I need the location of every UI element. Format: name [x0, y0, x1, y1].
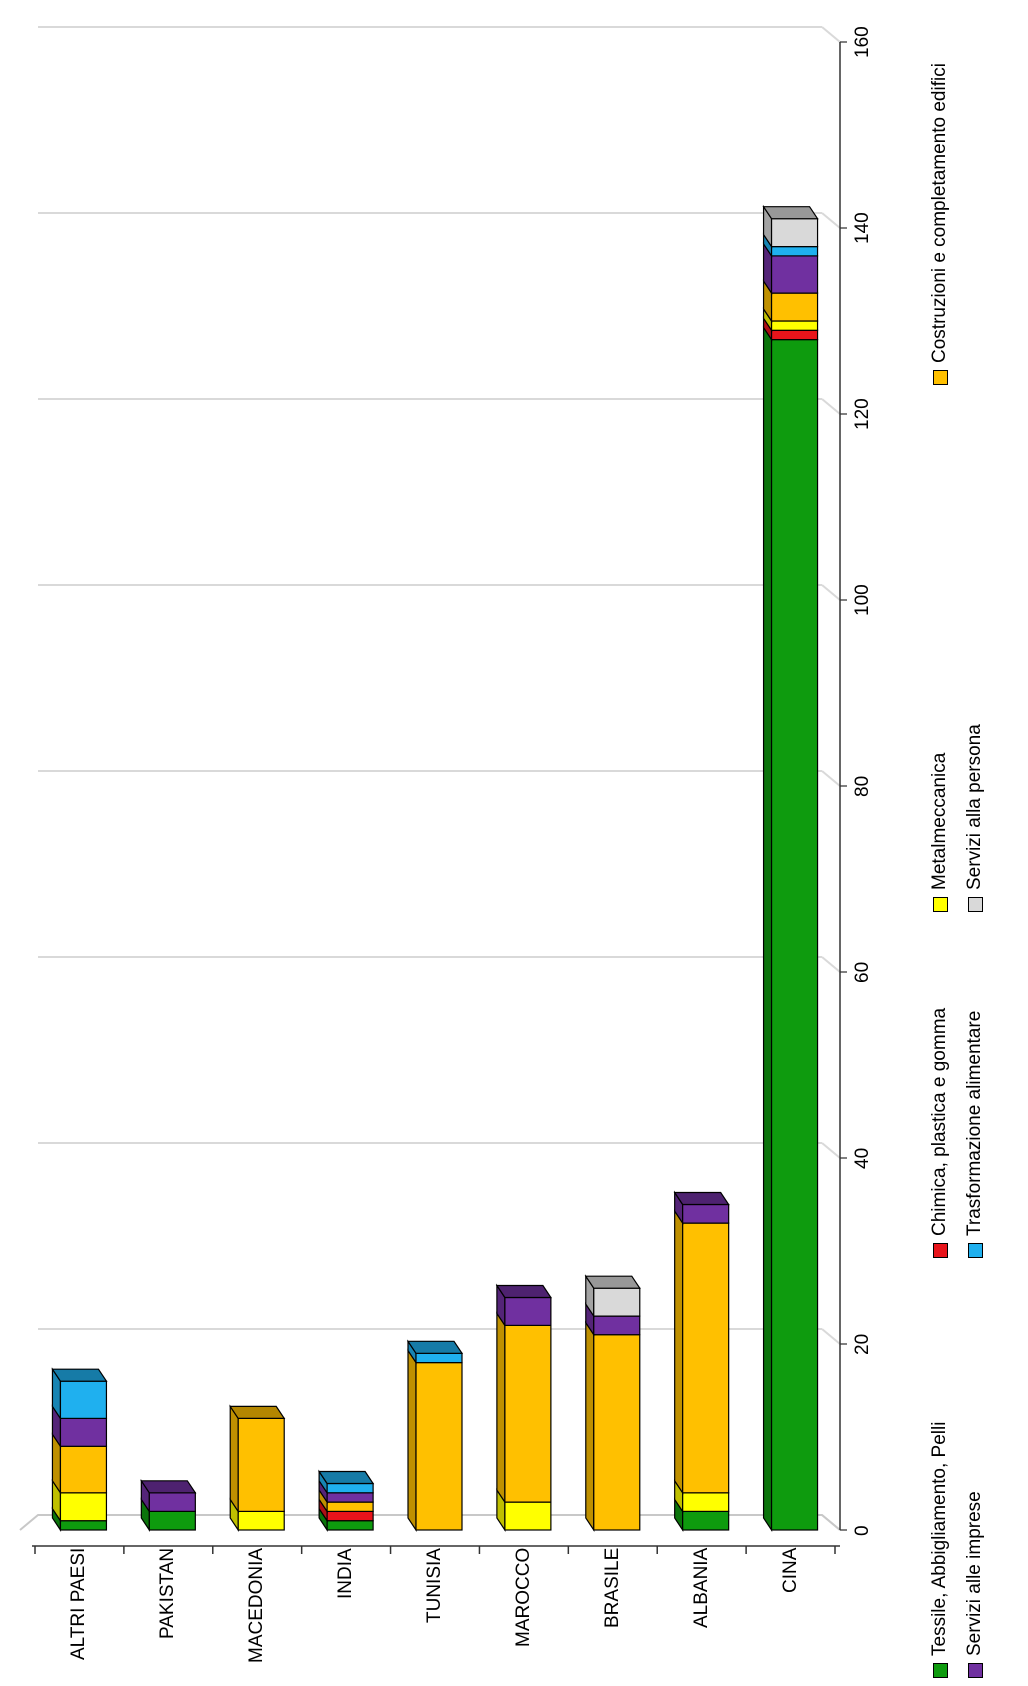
bar-segment — [504, 1296, 552, 1326]
bar-side — [585, 1320, 595, 1532]
bar-side — [762, 325, 773, 1532]
bar-segment — [770, 218, 819, 248]
bar-segment — [59, 1417, 108, 1447]
category-label: BRASILE — [601, 1547, 623, 1628]
gridline-depth — [821, 26, 841, 43]
gridline-depth — [821, 1328, 841, 1345]
bar-segment — [59, 1492, 108, 1522]
bar-segment — [59, 1445, 108, 1494]
bar-segment — [237, 1417, 285, 1513]
legend-swatch — [967, 1663, 983, 1678]
bar-segment — [326, 1520, 374, 1531]
gridline-depth — [821, 1142, 841, 1159]
legend-swatch — [932, 1243, 948, 1258]
bar-segment — [326, 1482, 374, 1494]
bar-top — [495, 1284, 553, 1299]
legend-swatch — [932, 370, 948, 385]
legend-item: Chimica, plastica e gomma — [929, 1008, 951, 1258]
legend-item: Costruzioni e completamento edifici — [929, 63, 951, 385]
bar-segment — [504, 1324, 552, 1503]
category-label: ALTRI PAESI — [68, 1547, 90, 1660]
bar-segment — [326, 1501, 374, 1512]
legend-swatch — [932, 1663, 948, 1678]
gridline-depth — [821, 212, 841, 229]
category-label: TUNISIA — [424, 1548, 445, 1623]
bar-segment — [415, 1361, 463, 1531]
bar-segment — [593, 1287, 641, 1317]
category-label: CINA — [779, 1547, 801, 1593]
legend-item: Servizi alle imprese — [964, 1491, 986, 1678]
gridline-depth — [821, 398, 841, 415]
tick-label: 120 — [852, 398, 873, 430]
tick-label: 20 — [852, 1333, 873, 1355]
bar-side — [229, 1404, 239, 1514]
tick-label: 0 — [852, 1524, 873, 1536]
category-label: INDIA — [335, 1548, 357, 1599]
legend-label: Servizi alla persona — [964, 724, 985, 890]
bar-segment — [504, 1501, 552, 1531]
bar-segment — [59, 1380, 108, 1419]
gridline-depth — [821, 584, 841, 601]
legend-item: Servizi alla persona — [964, 724, 986, 912]
bar-side — [407, 1348, 417, 1532]
legend-swatch — [967, 1243, 983, 1258]
bar-top — [762, 206, 819, 220]
legend-item: Metalmeccanica — [929, 753, 951, 912]
bar-segment — [326, 1510, 374, 1522]
tick-label: 140 — [852, 212, 873, 244]
bar-segment — [148, 1492, 196, 1513]
category-label: PAKISTAN — [157, 1547, 179, 1639]
category-label: ALBANIA — [690, 1547, 712, 1628]
legend-item: Trasformazione alimentare — [964, 1011, 986, 1258]
tick-label: 100 — [852, 584, 873, 616]
bar-top — [673, 1191, 730, 1206]
legend-label: Metalmeccanica — [929, 752, 950, 890]
bar-segment — [770, 255, 819, 294]
bar-top — [317, 1470, 375, 1485]
legend-label: Tessile, Abbigliamento, Pelli — [929, 1421, 950, 1656]
legend-swatch — [932, 897, 948, 912]
bar-top — [229, 1405, 286, 1420]
bar-top — [51, 1368, 108, 1382]
bar-top — [140, 1480, 197, 1494]
gridline-depth — [821, 770, 841, 787]
tick-label: 80 — [852, 775, 873, 797]
bar-segment — [415, 1352, 463, 1364]
category-label: MACEDONIA — [246, 1547, 268, 1663]
tick-label: 160 — [852, 26, 873, 58]
bar-segment — [682, 1203, 730, 1224]
bar-segment — [770, 320, 819, 331]
legend-label: Trasformazione alimentare — [964, 1010, 985, 1236]
bar-segment — [148, 1510, 196, 1531]
tick-label: 60 — [852, 961, 873, 983]
bar-side — [674, 1209, 684, 1495]
legend-label: Chimica, plastica e gomma — [929, 1007, 950, 1236]
legend-item: Tessile, Abbigliamento, Pelli — [929, 1422, 951, 1678]
bar-segment — [682, 1222, 730, 1494]
bar-side — [496, 1311, 506, 1505]
bar-segment — [770, 292, 819, 322]
bar-segment — [593, 1334, 641, 1531]
bar-segment — [593, 1315, 641, 1336]
bar-segment — [770, 339, 819, 1531]
bar-top — [584, 1275, 641, 1289]
legend-swatch — [967, 897, 983, 912]
bar-segment — [59, 1520, 108, 1531]
tick-label: 40 — [852, 1147, 873, 1169]
bar-segment — [326, 1492, 374, 1503]
legend-label: Servizi alle imprese — [964, 1491, 985, 1656]
legend-label: Costruzioni e completamento edifici — [929, 63, 950, 363]
gridline-depth — [821, 956, 841, 973]
bar-segment — [770, 329, 819, 341]
bar-segment — [237, 1510, 285, 1531]
bar-top — [406, 1340, 464, 1354]
bar-segment — [682, 1510, 730, 1531]
category-label: MAROCCO — [512, 1547, 534, 1647]
bar-segment — [682, 1492, 730, 1513]
bar-segment — [770, 246, 819, 257]
